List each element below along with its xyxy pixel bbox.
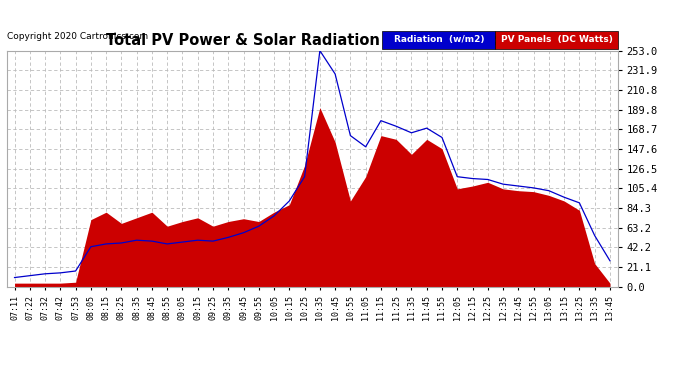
Text: Copyright 2020 Cartronics.com: Copyright 2020 Cartronics.com xyxy=(7,32,148,41)
Title: Total PV Power & Solar Radiation Sun Feb 9 13:51: Total PV Power & Solar Radiation Sun Feb… xyxy=(106,33,518,48)
FancyBboxPatch shape xyxy=(382,30,495,50)
FancyBboxPatch shape xyxy=(495,30,618,50)
Text: PV Panels  (DC Watts): PV Panels (DC Watts) xyxy=(500,36,613,45)
Text: Radiation  (w/m2): Radiation (w/m2) xyxy=(394,36,484,45)
